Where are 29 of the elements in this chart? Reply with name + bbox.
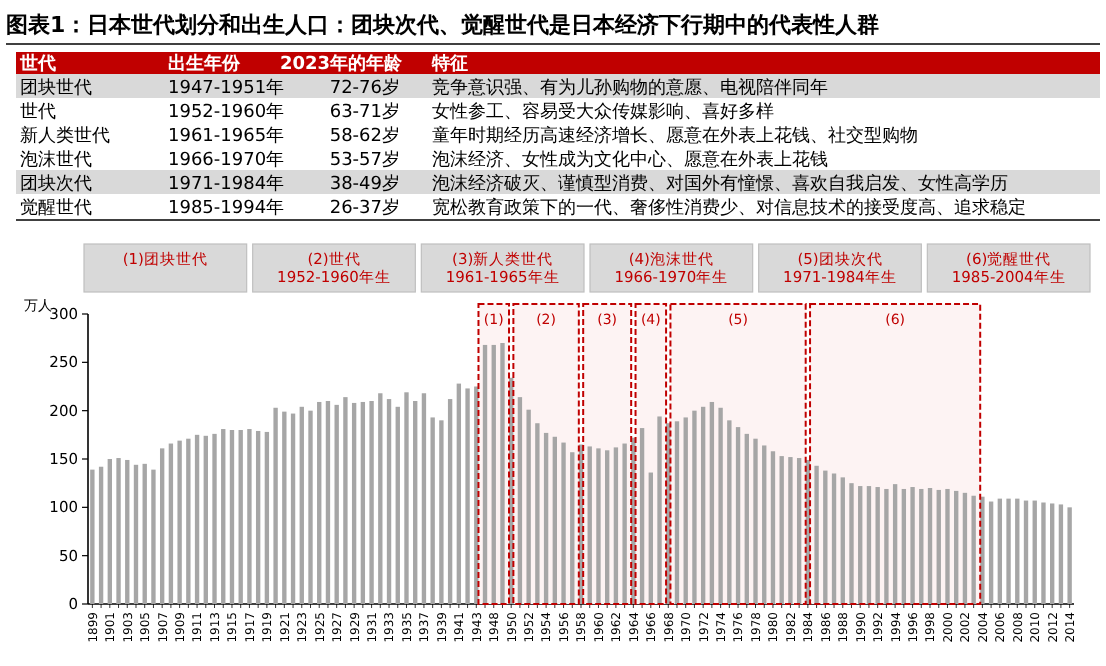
text: 58-62岁 (329, 125, 400, 147)
text: 38-49岁 (329, 173, 400, 195)
text: 泡沫经济破灭、谨慎型消费、对国外有憧憬、喜欢自我启发、女性高学历 (432, 173, 1008, 195)
text: 新人类世代 (20, 125, 110, 147)
text: 出生年份 (168, 53, 242, 75)
text: 觉醒世代 (20, 197, 92, 219)
text: 团块次代 (20, 173, 92, 195)
text: 53-57岁 (329, 149, 400, 171)
text: 宽松教育政策下的一代、奢侈性消费少、对信息技术的接受度高、追求稳定 (432, 197, 1026, 219)
text: 72-76岁 (329, 77, 400, 99)
text: 泡沫世代 (20, 149, 92, 171)
text: 世代 (20, 101, 56, 123)
text: 泡沫经济、女性成为文化中心、愿意在外表上花钱 (432, 149, 828, 171)
text: 世代 (18, 53, 56, 75)
text: 26-37岁 (329, 197, 400, 219)
text: 童年时期经历高速经济增长、愿意在外表上花钱、社交型购物 (432, 125, 918, 147)
text: 2023年的年龄 (280, 53, 405, 75)
text: 1971-1984年 (168, 173, 285, 195)
text: 竞争意识强、有为儿孙购物的意愿、电视陪伴同年 (432, 77, 828, 99)
text: 1947-1951年 (168, 77, 285, 99)
text: 1966-1970年 (168, 149, 285, 171)
text: 1961-1965年 (168, 125, 285, 147)
text: 图表1：日本世代划分和出生人口：团块次代、觉醒世代是日本经济下行期中的代表性人群 (6, 12, 880, 38)
text: 女性参工、容易受大众传媒影响、喜好多样 (432, 101, 774, 123)
text: 1952-1960年 (168, 101, 285, 123)
text: 特征 (430, 53, 468, 75)
text: 团块世代 (20, 77, 92, 99)
text: 1985-1994年 (168, 197, 285, 219)
text: 63-71岁 (329, 101, 400, 123)
